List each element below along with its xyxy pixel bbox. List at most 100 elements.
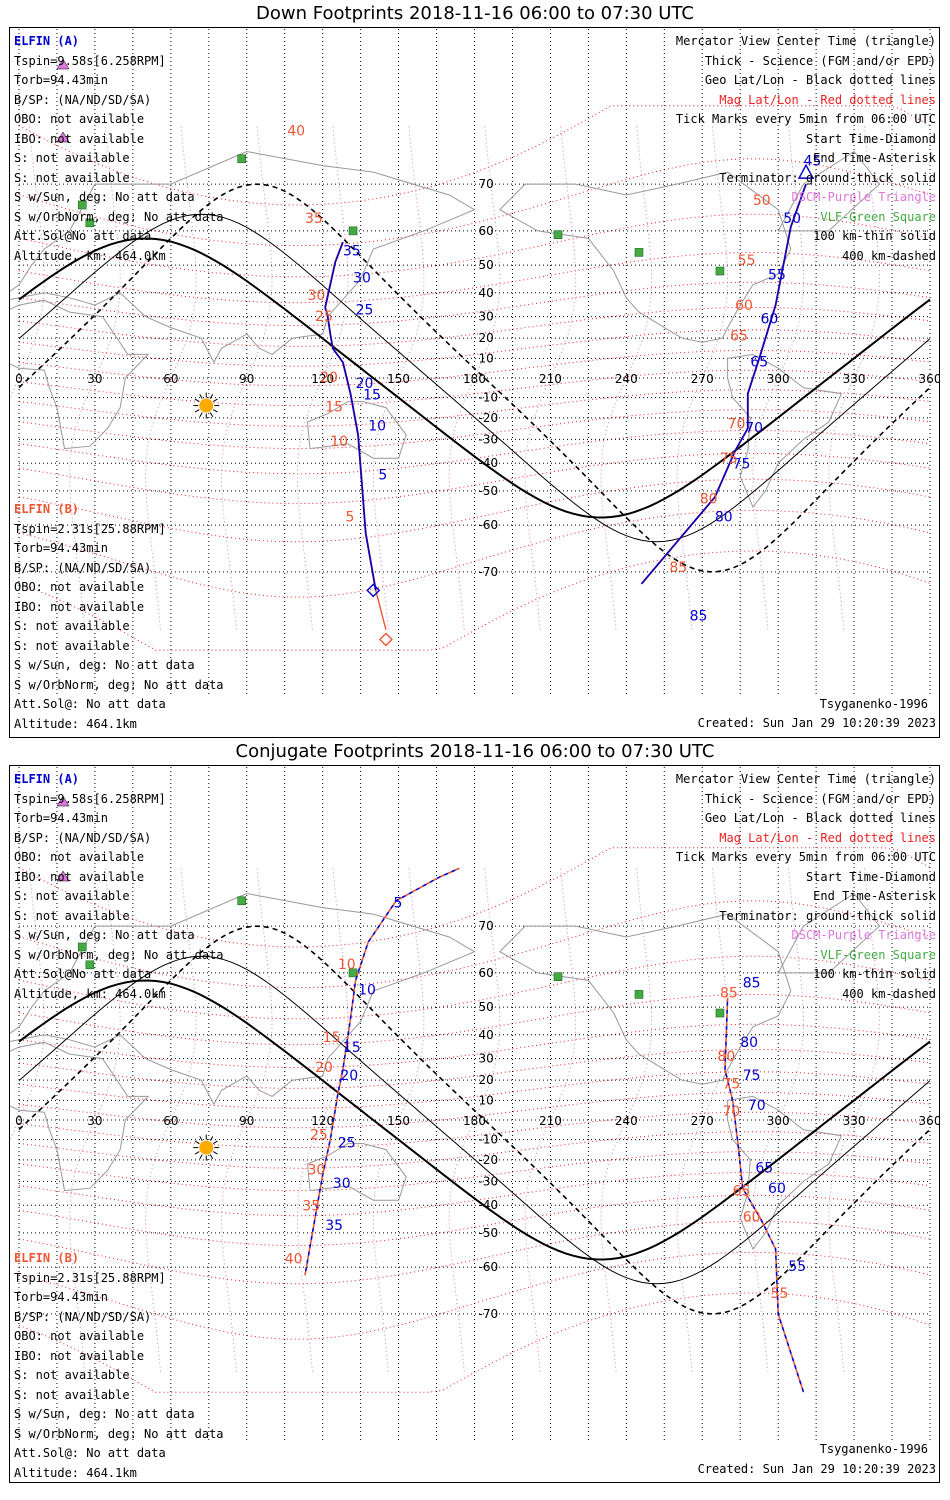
elfin-a-track — [640, 183, 807, 585]
sun-ray — [212, 1140, 218, 1145]
sun-ray — [209, 394, 214, 399]
sun-ray — [194, 409, 200, 413]
lat-tick-label: -50 — [479, 484, 499, 498]
terminator — [18, 183, 931, 573]
elfin-b-time-label: 5 — [345, 509, 354, 525]
elfin-b-time-label: 40 — [287, 123, 305, 139]
elfin-a-time-label: 65 — [750, 354, 768, 370]
info-line: B/SP: (NA/ND/SD/SA) — [14, 92, 152, 107]
lon-tick-label: 0 — [15, 1114, 23, 1128]
elfin-a-time-label: 75 — [743, 1068, 761, 1084]
lon-tick-label: 0 — [15, 372, 23, 386]
legend-line: VLF-Green Square — [820, 209, 936, 224]
coastline — [306, 401, 407, 459]
lat-tick-label: -20 — [479, 411, 499, 425]
legend-line: Mercator View Center Time (triangle) — [675, 34, 936, 48]
mag-lat-line — [18, 389, 931, 427]
legend-line: Terminator: ground-thick solid — [719, 908, 936, 923]
mag-lat-line — [18, 281, 931, 327]
elfin-a-time-label: 70 — [745, 421, 763, 437]
elfin-b-time-label: 70 — [728, 416, 746, 432]
elfin-a-track — [304, 867, 460, 1276]
info-line: Altitude, km: 464.0km — [14, 986, 166, 1001]
sun-ray — [199, 412, 203, 418]
legend-line: Tick Marks every 5min from 06:00 UTC — [675, 112, 936, 126]
elfin-b-time-label: 25 — [315, 309, 333, 325]
lon-tick-label: 180 — [463, 372, 486, 386]
sun-ray — [194, 1151, 200, 1155]
lon-tick-label: 120 — [311, 1114, 334, 1128]
elfin-b-time-label: 20 — [320, 370, 338, 386]
info-line: IBO: not available — [14, 869, 145, 884]
legend-line: Thick - Science (FGM and/or EPD) — [704, 53, 936, 68]
elfin-b-time-label: 85 — [720, 986, 738, 1002]
lon-tick-label: 270 — [691, 1114, 714, 1128]
legend-line: 100 km-thin solid — [813, 229, 936, 243]
coastline — [10, 299, 150, 450]
info-line: B/SP: (NA/ND/SD/SA) — [14, 1309, 152, 1324]
lat-tick-label: 50 — [479, 258, 494, 272]
terminator-400km — [18, 925, 931, 1315]
dscm-triangle-icon — [56, 131, 70, 143]
lat-tick-label: -30 — [479, 1174, 499, 1188]
lat-tick-label: 10 — [479, 1093, 494, 1107]
elfin-b-time-label: 15 — [325, 400, 343, 416]
mag-lat-line — [18, 251, 931, 304]
lon-tick-label: 240 — [615, 372, 638, 386]
lat-tick-label: 60 — [479, 224, 494, 238]
info-line: S: not available — [14, 889, 130, 903]
dscm-triangle-icon — [56, 870, 70, 882]
lon-tick-label: 150 — [387, 1114, 410, 1128]
elfin-b-track — [724, 997, 805, 1393]
lon-tick-label: 60 — [163, 372, 178, 386]
info-line: S: not available — [14, 1387, 130, 1402]
elfin-a-time-label: 35 — [343, 244, 361, 260]
elfin-a-time-label: 10 — [358, 982, 376, 998]
info-line: S: not available — [14, 1368, 130, 1382]
vlf-site-square — [715, 266, 725, 276]
axis-ticks: 0 30 60 90 120 150 180 210 240 270 300 330 360 70 60 50… — [15, 177, 939, 579]
info-line: Torb=94.43min — [14, 73, 108, 87]
info-line: S: not available — [14, 170, 130, 185]
elfin-b-time-label: 70 — [722, 1104, 740, 1120]
sun-ray — [194, 398, 200, 403]
map-panel-down: 0 30 60 90 120 150 180 210 240 270 300 330 360 70 60 50… — [10, 29, 939, 694]
elfin-a-time-label: 5 — [394, 896, 403, 912]
lat-tick-label: -30 — [479, 432, 499, 446]
elfin-a-time-label: 75 — [733, 456, 751, 472]
elfin-b-time-label: 65 — [733, 1183, 751, 1199]
elfin-a-time-label: 15 — [343, 1040, 361, 1056]
sun-ray — [199, 394, 203, 399]
mag-lat-line — [18, 306, 931, 347]
start-diamond-marker — [378, 632, 393, 647]
created-label-down: Created: Sun Jan 29 10:20:39 2023 — [697, 716, 936, 730]
coastlines — [10, 892, 881, 1250]
axis-ticks: 0 30 60 90 120 150 180 210 240 270 300 330 360 70 60 50… — [15, 919, 939, 1321]
lat-tick-label: 30 — [479, 1052, 494, 1066]
elfin-a-time-label: 55 — [768, 268, 786, 284]
mag-lat-line — [18, 1111, 931, 1149]
elfin-b-time-label: 10 — [330, 434, 348, 450]
elfin-a-time-label: 45 — [803, 154, 821, 170]
lat-tick-label: -60 — [479, 1260, 499, 1274]
mag-lat-line — [18, 478, 931, 543]
lat-tick-label: -20 — [479, 1153, 499, 1167]
elfin-a-info-conjugate: ELFIN (A) Tspin=9.58s[6.258RPM] Torb=94.… — [14, 770, 224, 1004]
sun-disk — [199, 398, 214, 413]
legend-line: Terminator: ground-thick solid — [719, 170, 936, 185]
map-frame-conjugate — [9, 765, 940, 1483]
elfin-b-header: ELFIN (B) — [14, 1251, 80, 1265]
info-line: Att.Sol@No att data — [14, 229, 152, 243]
mag-lat-line — [18, 1071, 931, 1109]
elfin-b-time-label: 15 — [323, 1030, 341, 1046]
elfin-a-time-label: 30 — [353, 270, 371, 286]
elfin-b-time-label: 60 — [743, 1209, 761, 1225]
legend-line: Thick - Science (FGM and/or EPD) — [704, 791, 936, 806]
lat-tick-label: 70 — [479, 177, 494, 191]
vlf-site-square — [553, 230, 563, 240]
mag-lat-line — [18, 1048, 931, 1089]
info-line: S w/Sun, deg: No att data — [14, 1407, 195, 1421]
vlf-site-square — [85, 218, 95, 228]
lon-tick-label: 300 — [767, 372, 790, 386]
mag-lat-line — [18, 1023, 931, 1069]
